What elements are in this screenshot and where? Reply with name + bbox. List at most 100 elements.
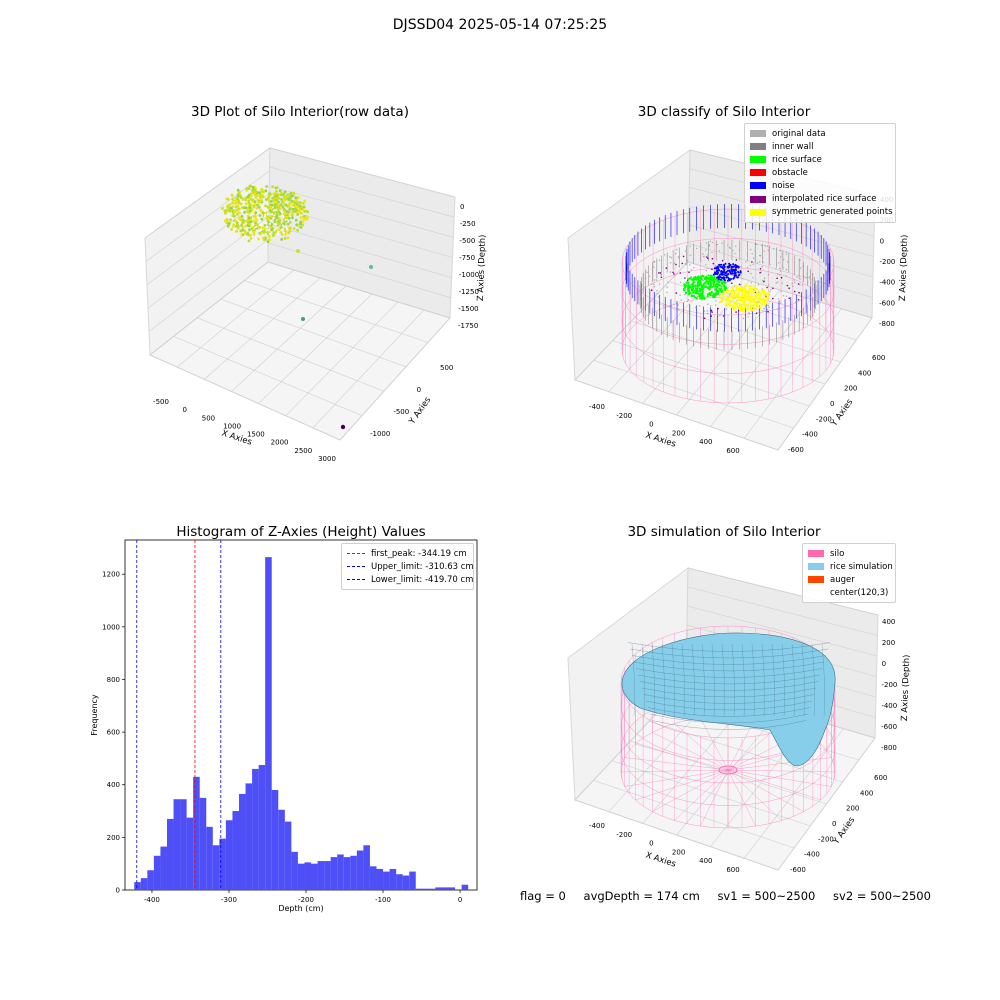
- rice-surface-point: [687, 278, 690, 281]
- raw-point: [293, 209, 297, 213]
- symmetric-point: [741, 297, 744, 301]
- original-point: [696, 296, 699, 298]
- original-point: [770, 288, 772, 291]
- original-point: [777, 273, 779, 275]
- raw-point: [254, 211, 257, 215]
- raw-point: [284, 203, 288, 207]
- symmetric-point: [729, 295, 733, 298]
- raw-point: [274, 223, 277, 226]
- symmetric-point: [754, 297, 757, 300]
- symmetric-point: [740, 308, 743, 312]
- raw-point: [245, 188, 249, 192]
- raw-point: [303, 209, 307, 213]
- symmetric-point: [725, 296, 728, 299]
- symmetric-point: [752, 295, 755, 298]
- noise-point: [727, 273, 730, 275]
- original-point: [680, 299, 683, 301]
- histogram-bar: [291, 851, 298, 890]
- raw-point: [290, 200, 294, 203]
- histogram-bar: [415, 888, 423, 890]
- gridline: [147, 216, 269, 309]
- legend-label: Lower_limit: -419.70 cm: [371, 574, 474, 585]
- noise-point: [719, 265, 722, 268]
- gridline: [197, 317, 385, 392]
- original-point: [650, 283, 652, 285]
- symmetric-point: [766, 302, 769, 305]
- original-point: [680, 281, 682, 284]
- noise-point: [724, 271, 726, 274]
- raw-point: [273, 229, 276, 232]
- p1xt-tick: 2500: [294, 447, 312, 455]
- noise-point: [717, 272, 720, 274]
- histogram-y-axis-label: Frequency: [90, 694, 99, 736]
- symmetric-point: [737, 306, 740, 309]
- raw-point: [306, 216, 309, 220]
- raw-point: [232, 199, 236, 203]
- rice-surface-point: [716, 293, 719, 296]
- interpolated-point: [772, 297, 774, 300]
- original-point: [760, 271, 762, 273]
- original-point: [794, 301, 797, 303]
- y-tick-label: 400: [107, 781, 120, 789]
- noise-point: [734, 263, 737, 266]
- p4yt-tick: 600: [874, 774, 887, 782]
- original-point: [666, 255, 668, 257]
- status-line: flag = 0 avgDepth = 174 cm sv1 = 500~250…: [520, 889, 945, 903]
- legend-label: interpolated rice surface: [772, 194, 877, 205]
- legend-label: silo: [830, 548, 845, 559]
- raw-point: [267, 231, 270, 234]
- rice-surface-point: [695, 291, 698, 294]
- p1xt-tick: 3000: [318, 455, 336, 463]
- rice-surface-point: [698, 293, 702, 296]
- original-point: [768, 306, 770, 308]
- p2yt-tick: -600: [788, 446, 804, 454]
- raw-point: [230, 228, 233, 231]
- histogram-bar: [219, 838, 226, 890]
- raw-point: [281, 233, 284, 236]
- raw-point: [301, 201, 305, 205]
- gridline: [149, 261, 269, 356]
- symmetric-point: [733, 297, 736, 300]
- raw-plot-title: 3D Plot of Silo Interior(row data): [191, 104, 409, 120]
- raw-point: [281, 224, 284, 227]
- p4xt-tick: -200: [616, 831, 632, 839]
- raw-point: [281, 228, 284, 231]
- raw-point: [251, 225, 255, 229]
- raw-point: [283, 228, 287, 231]
- original-point: [799, 267, 802, 269]
- original-point: [798, 274, 800, 277]
- histogram-bar: [153, 855, 161, 890]
- legend-label: center(120,3): [830, 587, 889, 598]
- raw-point: [296, 196, 300, 199]
- original-point: [746, 253, 748, 255]
- original-point: [660, 274, 662, 276]
- legend-swatch: [808, 563, 824, 571]
- original-point: [670, 257, 672, 259]
- legend-entry: symmetric generated points: [750, 206, 893, 219]
- raw-point: [271, 213, 274, 216]
- original-point: [792, 285, 794, 287]
- raw-point: [247, 211, 251, 215]
- symmetric-point: [735, 302, 738, 305]
- raw-point: [252, 233, 256, 236]
- noise-point: [725, 274, 728, 277]
- raw-point: [237, 201, 241, 204]
- raw-point: [279, 231, 283, 234]
- raw-z-axis-label: Z Axies (Depth): [476, 234, 488, 301]
- p2yt-tick: 0: [830, 400, 834, 408]
- gridline: [687, 586, 878, 636]
- original-point: [796, 276, 798, 278]
- original-point: [663, 254, 666, 256]
- gridline: [173, 336, 363, 416]
- legend-label: auger: [830, 574, 855, 585]
- original-point: [785, 253, 787, 255]
- original-point: [707, 303, 709, 305]
- raw-point: [301, 216, 304, 220]
- rice-surface-point: [697, 281, 700, 284]
- symmetric-point: [750, 306, 754, 309]
- symmetric-point: [743, 308, 746, 311]
- symmetric-point: [719, 296, 722, 299]
- p2xt-tick: -200: [616, 412, 632, 420]
- figure-title: DJSSD04 2025-05-14 07:25:25: [392, 17, 608, 33]
- p1zt-tick: -1750: [458, 322, 478, 330]
